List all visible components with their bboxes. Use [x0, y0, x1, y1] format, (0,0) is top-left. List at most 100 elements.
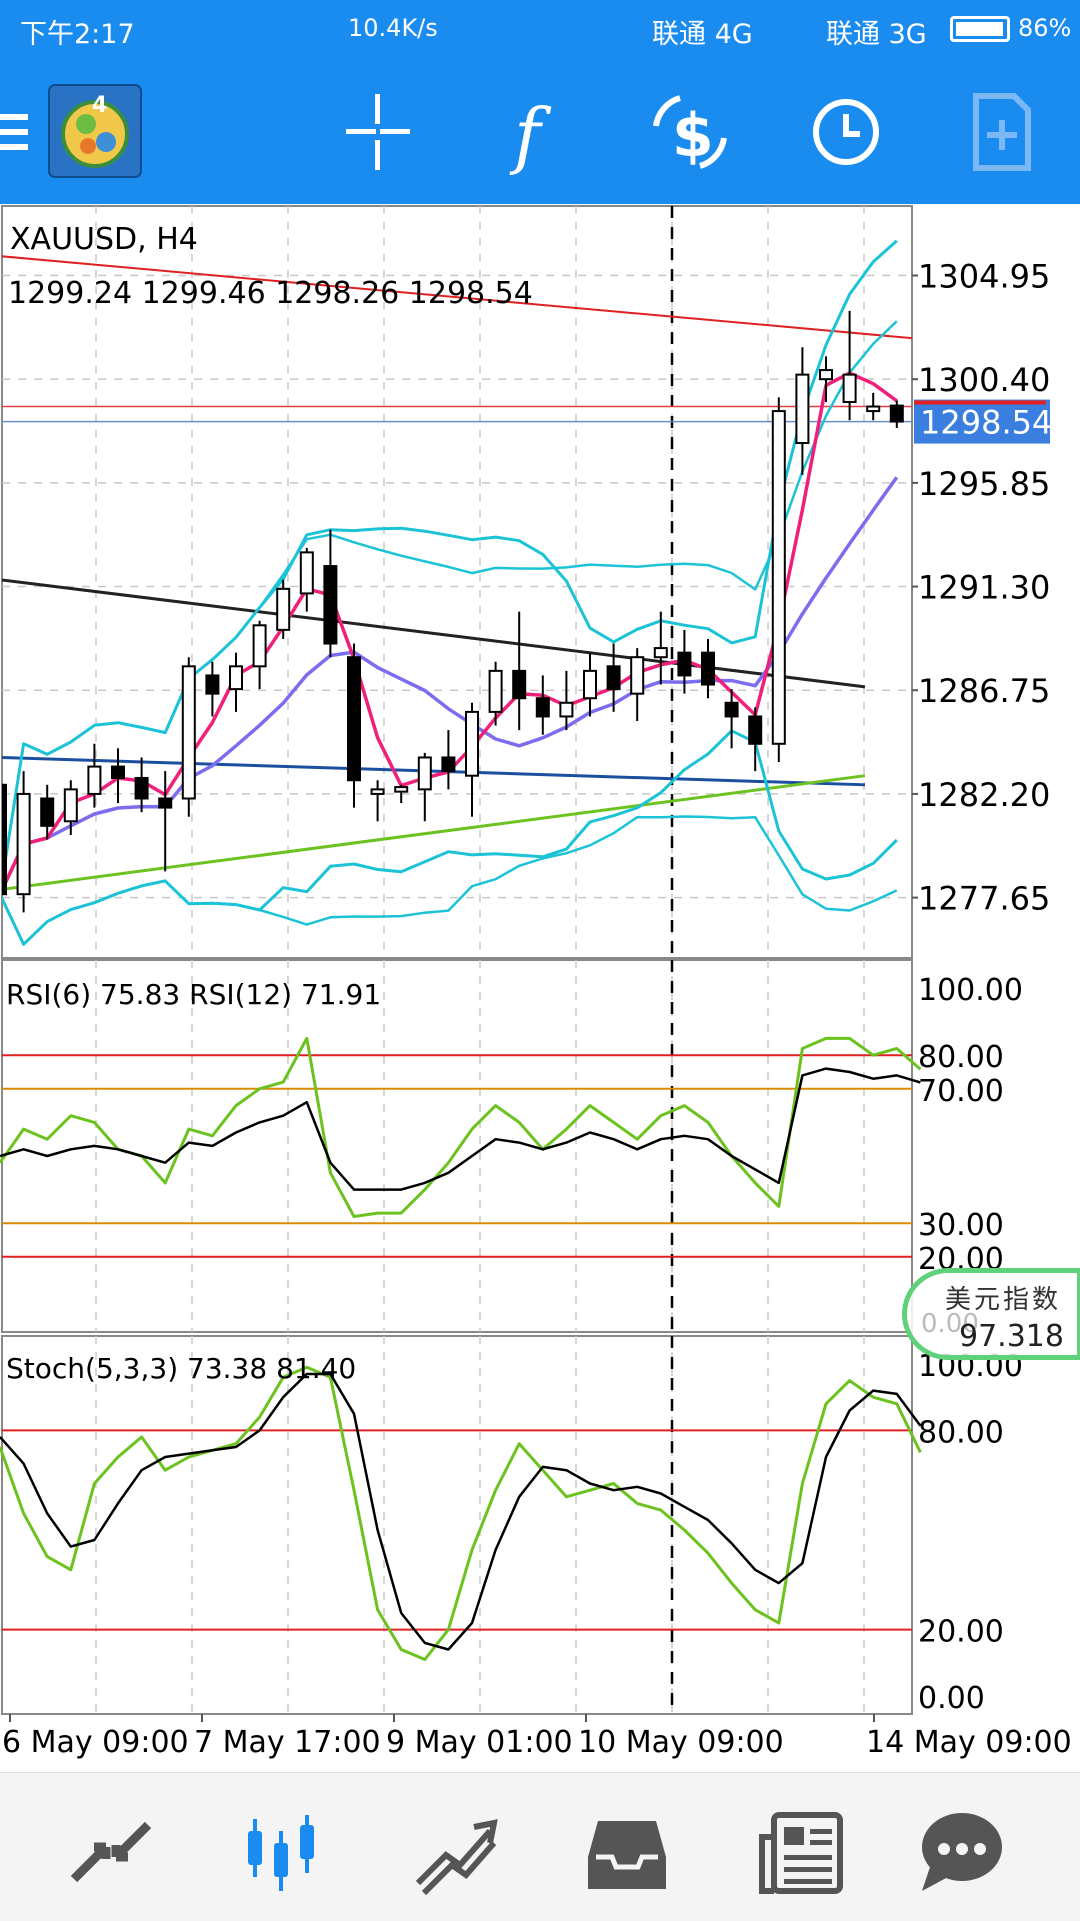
candle — [795, 347, 810, 475]
candle-down — [158, 797, 173, 809]
rsi-level-label: 70.00 — [918, 1074, 1004, 1109]
rsi12-line — [0, 1067, 921, 1191]
rsi-level-label: 100.00 — [918, 973, 1023, 1008]
rsi-level-label: 80.00 — [918, 1040, 1004, 1075]
candle — [347, 643, 361, 808]
dxy-widget[interactable]: 0.00 美元指数 97.318 — [902, 1268, 1080, 1360]
candle — [40, 784, 55, 840]
indicators-icon[interactable]: f — [484, 82, 584, 182]
quotes-icon[interactable] — [66, 1807, 156, 1897]
stoch-d-line — [0, 1372, 922, 1651]
y-tick-label: 1304.95 — [918, 258, 1050, 296]
main-overlays — [2, 239, 912, 946]
main-panel — [1, 205, 913, 959]
candle-up — [63, 788, 78, 823]
dxy-title: 美元指数 — [945, 1285, 1062, 1315]
candle — [16, 771, 31, 913]
y-tick-label: 1286.75 — [918, 672, 1050, 710]
candle — [748, 707, 763, 772]
candle — [229, 652, 243, 712]
candle — [370, 780, 385, 822]
candle — [441, 730, 456, 790]
candle — [842, 310, 857, 421]
menu-icon[interactable] — [0, 82, 40, 182]
status-battery: 86% — [1018, 14, 1072, 42]
bollinger-lower-2 — [2, 815, 898, 946]
x-tick-label: 9 May 01:00 — [386, 1725, 573, 1760]
candle-down — [701, 651, 715, 686]
x-tick-label: 10 May 09:00 — [578, 1725, 784, 1760]
y-tick-label: 1282.20 — [918, 776, 1050, 814]
candle-down — [677, 651, 692, 677]
x-tick-label: 14 May 09:00 — [866, 1725, 1072, 1760]
candle-down — [889, 404, 904, 423]
candle-up — [87, 765, 102, 795]
candle-up — [819, 369, 833, 381]
current-price-tag — [914, 399, 1050, 444]
dxy-value: 97.318 — [959, 1319, 1064, 1354]
x-tick-label: 7 May 17:00 — [194, 1725, 381, 1760]
svg-text:f: f — [509, 93, 552, 177]
candle-down — [205, 674, 220, 695]
trend-line-black — [2, 578, 866, 689]
rsi-level-label: 30.00 — [918, 1208, 1004, 1243]
candle — [252, 620, 267, 690]
x-tick-label: 6 May 09:00 — [2, 1725, 189, 1760]
crosshair-icon[interactable] — [328, 82, 428, 182]
bollinger-upper-2 — [2, 320, 898, 890]
candle — [866, 392, 881, 421]
candle — [701, 638, 715, 699]
candle-down — [134, 776, 149, 800]
candle — [583, 652, 597, 717]
chart-icon[interactable] — [236, 1807, 326, 1897]
candle-up — [181, 665, 196, 800]
candle-up — [299, 551, 314, 595]
candle — [111, 748, 125, 804]
candle-up — [465, 710, 479, 777]
top-toolbar: 4 f $ — [0, 58, 1080, 204]
candle-down — [748, 715, 763, 745]
current-price-label: 1298.54 — [920, 404, 1052, 442]
rsi6-line — [0, 1036, 922, 1218]
chat-icon[interactable] — [916, 1807, 1006, 1897]
stoch-level-label: 0.00 — [918, 1681, 985, 1716]
candle-up — [653, 647, 668, 659]
candle — [299, 547, 314, 612]
trend-line-blue — [2, 756, 866, 787]
stoch-level-label: 20.00 — [918, 1615, 1004, 1650]
candle — [653, 611, 668, 685]
y-tick-label: 1291.30 — [918, 569, 1050, 607]
y-tick-label: 1300.40 — [918, 361, 1050, 399]
candle-down — [535, 697, 550, 718]
rsi-panel — [1, 959, 913, 1333]
stoch-title: Stoch(5,3,3) 73.38 81.40 — [6, 1352, 357, 1385]
new-order-icon[interactable] — [952, 82, 1052, 182]
candle — [158, 771, 173, 872]
svg-text:$: $ — [672, 101, 714, 171]
candle-down — [323, 565, 338, 645]
stoch-k-line — [0, 1365, 922, 1661]
y-tick-label: 1295.85 — [918, 465, 1050, 503]
candle-up — [16, 792, 31, 896]
candle-up — [842, 373, 857, 403]
status-net-speed: 10.4K/s — [348, 14, 438, 42]
candle — [181, 657, 196, 817]
candle-down — [724, 701, 739, 718]
rsi-title: RSI(6) 75.83 RSI(12) 71.91 — [6, 978, 382, 1011]
timeframe-icon[interactable] — [796, 82, 896, 182]
stoch-level-label: 80.00 — [918, 1415, 1004, 1450]
trend-line-green — [2, 774, 866, 891]
symbol-icon[interactable]: $ — [640, 82, 740, 182]
candle-up — [394, 786, 409, 793]
candle — [134, 757, 149, 813]
candle-up — [559, 701, 574, 718]
trade-icon[interactable] — [410, 1807, 500, 1897]
history-icon[interactable] — [582, 1807, 672, 1897]
news-icon[interactable] — [756, 1807, 846, 1897]
candle-down — [512, 669, 527, 700]
chart-area[interactable]: 1304.95 1300.40 1295.85 1291.30 1286.75 1282.… — [0, 204, 1080, 1770]
candle-up — [630, 656, 645, 695]
candle-up — [229, 665, 243, 691]
app-logo[interactable]: 4 — [48, 84, 142, 178]
chart-canvas[interactable]: 1304.95 1300.40 1295.85 1291.30 1286.75 1282.… — [0, 204, 1080, 1770]
